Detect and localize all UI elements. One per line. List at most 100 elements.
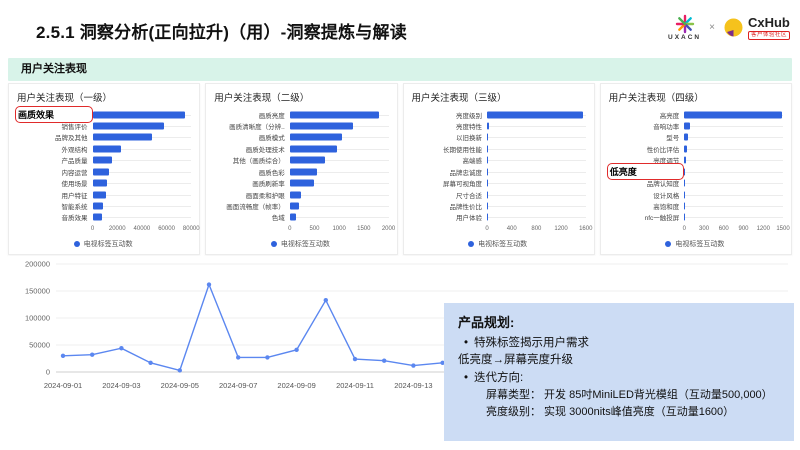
bar-label: 音响功率 xyxy=(653,123,680,131)
bar[interactable] xyxy=(684,133,689,141)
bar[interactable] xyxy=(684,122,690,130)
legend[interactable]: 电视标签互动数 xyxy=(212,238,388,250)
legend[interactable]: 电视标签互动数 xyxy=(410,238,586,250)
bar-row: 用户特征 xyxy=(15,189,192,200)
bar[interactable] xyxy=(487,156,489,164)
bar-area xyxy=(92,212,192,223)
bar[interactable] xyxy=(684,213,686,221)
bar-area xyxy=(92,155,192,166)
bar-area xyxy=(92,109,192,120)
bar[interactable] xyxy=(289,168,317,176)
x-axis-tick: 0 xyxy=(288,226,292,232)
bar[interactable] xyxy=(684,145,688,153)
y-axis-tick: 50000 xyxy=(29,341,50,350)
bar[interactable] xyxy=(487,145,489,153)
bar[interactable] xyxy=(684,111,782,118)
line-point[interactable] xyxy=(60,353,66,358)
bar[interactable] xyxy=(92,122,165,130)
bar-track xyxy=(684,217,783,219)
bar-area xyxy=(92,132,192,143)
bar-row: 品牌及其他 xyxy=(15,132,192,143)
bar[interactable] xyxy=(289,133,342,141)
line-point[interactable] xyxy=(294,347,299,353)
bar[interactable] xyxy=(92,145,121,153)
uxacn-logo: UXACN xyxy=(668,14,701,42)
page-title: 2.5.1 洞察分析(正向拉升)（用）-洞察提炼与解读 xyxy=(36,23,407,42)
y-axis-tick: 100000 xyxy=(25,314,50,323)
bar[interactable] xyxy=(289,111,379,118)
line-point[interactable] xyxy=(236,355,241,360)
y-axis-tick: 0 xyxy=(46,368,50,377)
line-point[interactable] xyxy=(177,368,182,373)
bullet-text: 迭代方向: xyxy=(474,371,524,384)
bar[interactable] xyxy=(92,202,104,210)
bar[interactable] xyxy=(487,213,489,221)
bar-label: 屏幕可视角度 xyxy=(443,181,483,189)
bar-area xyxy=(289,201,389,212)
bar-label: 音质效果 xyxy=(61,215,88,223)
line-point[interactable] xyxy=(119,346,124,351)
line-point[interactable] xyxy=(440,360,445,366)
line-point[interactable] xyxy=(148,360,153,366)
bar-row: nfc一触投屏 xyxy=(607,212,783,223)
line-point[interactable] xyxy=(206,282,212,287)
bar[interactable] xyxy=(289,179,315,187)
bar[interactable] xyxy=(487,133,489,141)
bar-label: 尺寸合适 xyxy=(456,192,483,200)
bar-label: 亮度级别 xyxy=(456,112,483,120)
bar[interactable] xyxy=(92,133,152,141)
product-box-detail-2: 亮度级别： 实现 3000nits峰值亮度（互动量1600） xyxy=(486,406,735,419)
bar[interactable] xyxy=(289,202,299,210)
bar[interactable] xyxy=(92,156,113,164)
bar-label: 型号 xyxy=(666,135,680,143)
line-point[interactable] xyxy=(411,363,416,368)
bar-label: 外观结构 xyxy=(61,146,88,154)
x-axis-tick: 800 xyxy=(531,226,542,232)
bar[interactable] xyxy=(92,191,107,199)
bar[interactable] xyxy=(289,122,353,130)
bar[interactable] xyxy=(684,202,686,210)
line-point[interactable] xyxy=(90,352,95,357)
bar-label: 画面柔和护眼 xyxy=(245,192,285,200)
line-point[interactable] xyxy=(323,297,328,303)
legend-dot-icon xyxy=(73,241,80,247)
line-point[interactable] xyxy=(352,356,358,362)
bar[interactable] xyxy=(92,111,186,118)
bar[interactable] xyxy=(289,213,297,221)
bar[interactable] xyxy=(487,202,489,210)
bar-track xyxy=(487,206,586,207)
bullet-text: 特殊标签揭示用户需求 xyxy=(474,337,589,349)
x-axis-date-label: 2024-09-07 xyxy=(219,381,257,390)
bar[interactable] xyxy=(92,168,109,176)
bar[interactable] xyxy=(487,179,489,187)
bar-track xyxy=(487,171,586,173)
legend[interactable]: 电视标签互动数 xyxy=(607,238,783,250)
bar[interactable] xyxy=(487,111,583,118)
bar[interactable] xyxy=(92,179,108,187)
bar-area xyxy=(684,120,783,131)
bar[interactable] xyxy=(92,213,103,221)
bar[interactable] xyxy=(487,191,489,199)
bar-row: 色域 xyxy=(212,212,389,223)
bar[interactable] xyxy=(487,122,489,130)
bar[interactable] xyxy=(289,156,325,164)
bar-label: 画面流畅度（帧率） xyxy=(226,204,285,211)
bar[interactable] xyxy=(684,179,686,187)
bar[interactable] xyxy=(684,156,686,164)
bar-row: 性价比评估 xyxy=(607,143,783,154)
bar-label: 长期使用性能 xyxy=(443,146,483,154)
line-point[interactable] xyxy=(265,355,270,360)
logo-separator: × xyxy=(709,22,715,34)
legend[interactable]: 电视标签互动数 xyxy=(15,238,191,250)
bar[interactable] xyxy=(684,168,686,176)
bar-label: 画质刷新率 xyxy=(252,181,285,189)
bar-area xyxy=(289,155,389,166)
bar-row: 长期使用性能 xyxy=(410,143,586,154)
bar[interactable] xyxy=(289,191,302,199)
bar-charts-row: 用户关注表现（一级） 画质效果 销售评价 品牌及其他 外观结构 产品质量 内容运营 使用场景… xyxy=(8,83,792,255)
bar[interactable] xyxy=(289,145,338,153)
bar[interactable] xyxy=(487,168,489,176)
legend-label: 电视标签互动数 xyxy=(280,241,330,248)
line-point[interactable] xyxy=(382,358,387,363)
bar[interactable] xyxy=(684,191,686,199)
